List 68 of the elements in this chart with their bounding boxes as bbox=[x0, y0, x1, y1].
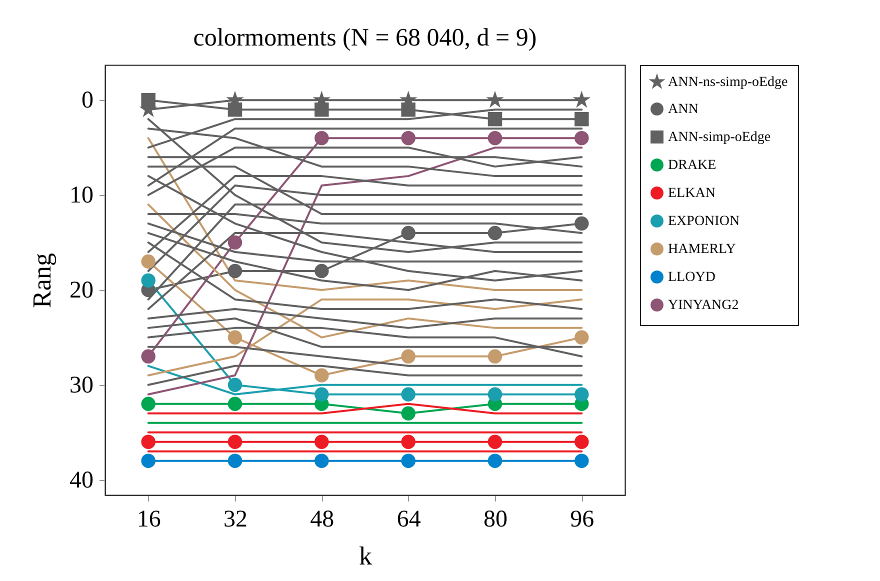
point bbox=[488, 434, 502, 449]
point bbox=[488, 349, 502, 364]
legend-label: EXPONION bbox=[668, 214, 740, 229]
point bbox=[228, 330, 242, 345]
legend-label: LLOYD bbox=[668, 270, 716, 285]
point bbox=[401, 454, 416, 468]
point bbox=[314, 368, 329, 383]
x-tick-label: 64 bbox=[396, 506, 421, 532]
point bbox=[574, 112, 589, 126]
point bbox=[228, 396, 242, 411]
y-axis-title: Rang bbox=[28, 253, 56, 308]
point bbox=[314, 264, 329, 278]
point bbox=[574, 387, 589, 402]
point bbox=[488, 454, 502, 468]
point bbox=[141, 434, 156, 449]
x-tick-label: 16 bbox=[136, 506, 161, 532]
point bbox=[401, 130, 416, 146]
legend-label: ANN-simp-oEdge bbox=[668, 130, 771, 145]
y-tick-label: 30 bbox=[70, 372, 94, 398]
legend-label: ANN bbox=[668, 102, 698, 117]
point bbox=[228, 264, 242, 278]
point bbox=[488, 92, 502, 106]
y-tick-label: 10 bbox=[70, 182, 94, 209]
point bbox=[401, 387, 416, 402]
point bbox=[401, 102, 416, 117]
point bbox=[314, 130, 329, 146]
x-axis-title: k bbox=[359, 542, 372, 570]
point bbox=[574, 434, 589, 449]
point bbox=[401, 434, 416, 449]
point bbox=[401, 349, 416, 364]
point bbox=[574, 330, 589, 345]
x-tick-label: 96 bbox=[570, 506, 594, 532]
point bbox=[488, 226, 502, 240]
point bbox=[228, 434, 242, 449]
x-tick-label: 32 bbox=[224, 506, 248, 532]
y-tick-label: 20 bbox=[70, 277, 94, 304]
point bbox=[314, 434, 329, 449]
point bbox=[314, 454, 329, 468]
legend-label: DRAKE bbox=[668, 158, 716, 173]
point bbox=[488, 112, 502, 126]
x-tick-label: 48 bbox=[310, 506, 334, 532]
point bbox=[228, 454, 242, 468]
point bbox=[488, 130, 502, 146]
legend-label: YINYANG2 bbox=[668, 298, 739, 313]
point bbox=[314, 102, 329, 117]
point bbox=[141, 349, 156, 364]
point bbox=[401, 406, 416, 420]
point bbox=[141, 273, 156, 288]
legend-label: ELKAN bbox=[668, 186, 716, 201]
y-tick-label: 40 bbox=[70, 467, 94, 494]
point bbox=[574, 130, 589, 146]
point bbox=[488, 387, 502, 402]
point bbox=[141, 454, 156, 468]
legend-label: ANN-ns-simp-oEdge bbox=[668, 75, 788, 90]
point bbox=[228, 235, 242, 250]
point bbox=[228, 378, 242, 392]
point bbox=[141, 92, 156, 108]
point bbox=[574, 454, 589, 468]
point bbox=[574, 216, 589, 231]
point bbox=[141, 254, 156, 269]
point bbox=[401, 226, 416, 240]
legend-label: HAMERLY bbox=[668, 242, 736, 257]
x-tick-label: 80 bbox=[484, 506, 508, 532]
point bbox=[141, 396, 156, 411]
chart-title: colormoments (N = 68 040, d = 9) bbox=[193, 24, 537, 52]
y-tick-label: 0 bbox=[82, 88, 94, 114]
point bbox=[314, 387, 329, 402]
point bbox=[228, 102, 242, 117]
